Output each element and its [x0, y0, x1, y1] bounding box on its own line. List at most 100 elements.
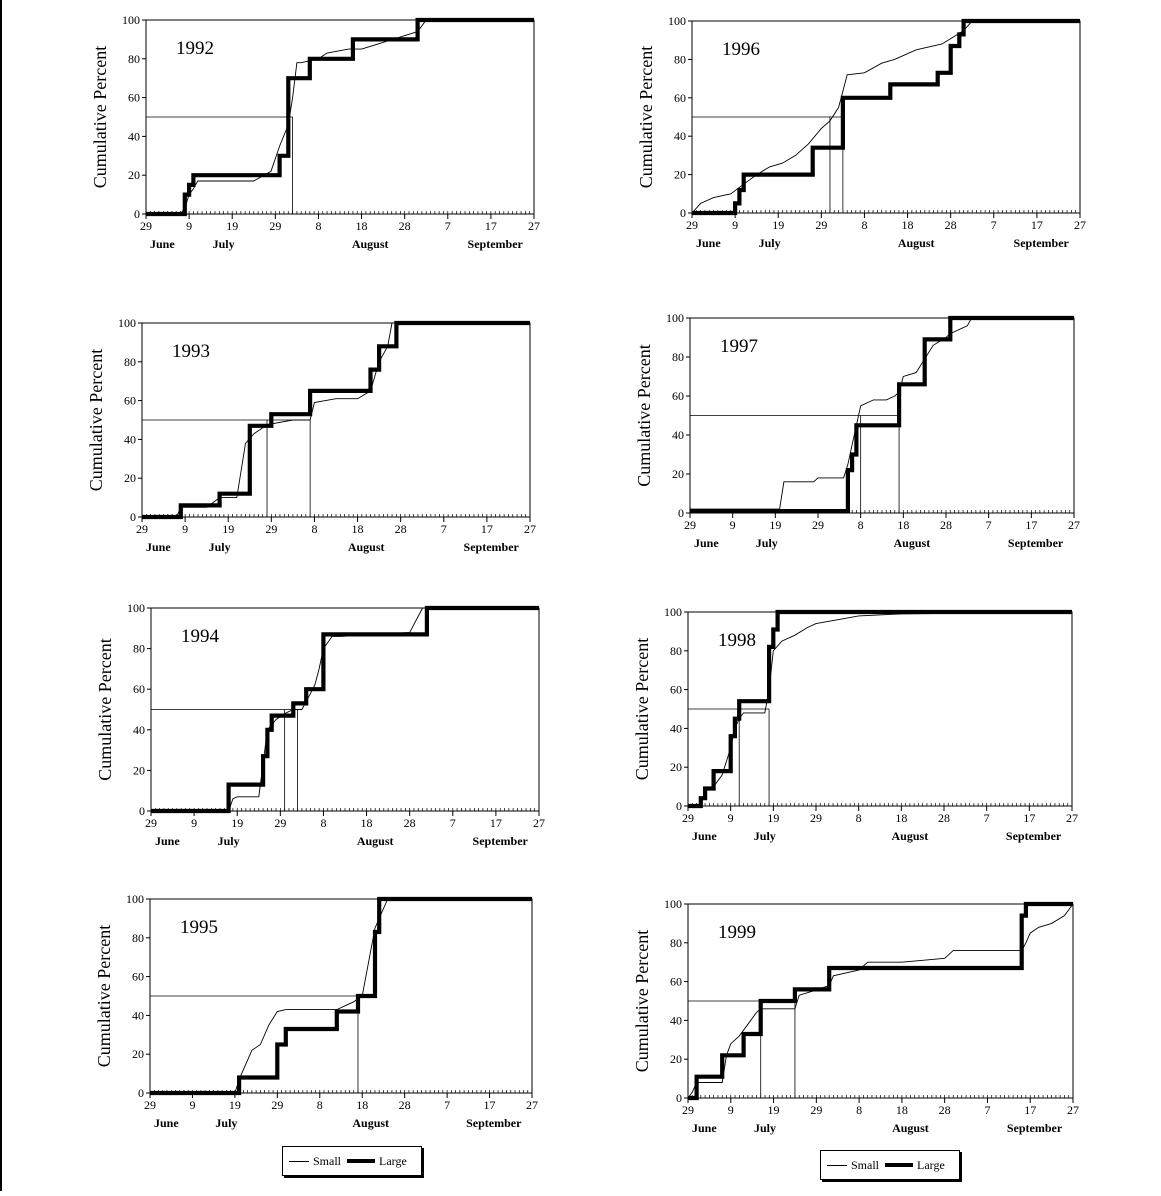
- x-tick-label: 9: [186, 219, 192, 233]
- y-axis-title: Cumulative Percent: [86, 349, 106, 491]
- x-tick-label: 28: [945, 218, 957, 232]
- x-tick-label: 9: [728, 811, 734, 825]
- legend-small-swatch: [827, 1164, 847, 1166]
- x-tick-label: 7: [984, 811, 990, 825]
- figure-left-border: [0, 0, 2, 1191]
- x-tick-label: 29: [682, 1103, 694, 1117]
- month-label: August: [357, 834, 394, 848]
- year-label: 1997: [720, 336, 758, 357]
- month-label: June: [146, 540, 171, 554]
- month-label: June: [155, 834, 180, 848]
- x-tick-label: 29: [682, 811, 694, 825]
- x-tick-label: 29: [810, 1103, 822, 1117]
- month-label: July: [209, 540, 231, 554]
- y-tick-label: 80: [132, 931, 144, 945]
- chart-panel-1993: 0 20 40 60 80 100 29 9 19 29 8 18 28 7 17 27 June July Aug…: [86, 316, 536, 554]
- x-tick-label: 28: [404, 816, 416, 830]
- x-tick-label: 28: [399, 219, 411, 233]
- x-tick-label: 28: [939, 1103, 951, 1117]
- x-tick-label: 17: [490, 816, 502, 830]
- y-tick-label: 0: [680, 206, 686, 220]
- legend-small-swatch: [289, 1160, 309, 1162]
- x-tick-label: 19: [769, 518, 781, 532]
- y-tick-label: 0: [678, 506, 684, 520]
- x-tick-label: 27: [524, 522, 536, 536]
- x-tick-label: 7: [986, 518, 992, 532]
- y-tick-label: 80: [672, 350, 684, 364]
- series-large-line: [146, 17, 534, 217]
- y-tick-label: 0: [676, 1091, 682, 1105]
- year-label: 1995: [180, 917, 218, 938]
- chart-panel-1998: 0 20 40 60 80 100 29 9 19 29 8 18 28 7 17 27 June July Aug…: [632, 605, 1078, 843]
- x-tick-label: 8: [858, 518, 864, 532]
- y-tick-label: 20: [128, 168, 140, 182]
- year-label: 1992: [176, 38, 214, 59]
- y-axis-title: Cumulative Percent: [632, 930, 652, 1072]
- y-tick-label: 100: [122, 13, 140, 27]
- year-label: 1993: [172, 341, 210, 362]
- x-tick-label: 29: [812, 518, 824, 532]
- y-tick-label: 80: [670, 936, 682, 950]
- month-label: August: [348, 540, 385, 554]
- x-tick-label: 27: [1068, 518, 1080, 532]
- series-large-line: [142, 320, 530, 520]
- series-large-line: [688, 901, 1073, 1101]
- month-label: August: [352, 237, 389, 251]
- y-tick-label: 0: [676, 799, 682, 813]
- y-tick-label: 40: [133, 723, 145, 737]
- x-tick-label: 9: [182, 522, 188, 536]
- month-label: September: [1006, 829, 1062, 843]
- y-tick-label: 60: [670, 683, 682, 697]
- legend-large-swatch: [347, 1159, 376, 1163]
- month-label: July: [213, 237, 235, 251]
- chart-panel-1995: 0 20 40 60 80 100 29 9 19 29 8 18 28 7 17 27 June July Aug…: [94, 892, 538, 1130]
- month-label: June: [692, 1121, 717, 1135]
- y-axis-title: Cumulative Percent: [636, 46, 656, 188]
- chart-panel-1996: 0 20 40 60 80 100 29 9 19 29 8 18 28 7 17 27 June July Aug…: [636, 14, 1086, 250]
- y-axis-title: Cumulative Percent: [95, 638, 115, 780]
- x-tick-label: 28: [940, 518, 952, 532]
- y-tick-label: 20: [672, 467, 684, 481]
- y-tick-label: 100: [666, 311, 684, 325]
- x-tick-label: 29: [269, 219, 281, 233]
- y-tick-label: 80: [674, 52, 686, 66]
- x-tick-label: 17: [1031, 218, 1043, 232]
- month-label: July: [754, 1121, 776, 1135]
- x-tick-label: 18: [356, 219, 368, 233]
- x-tick-label: 27: [1067, 1103, 1079, 1117]
- x-tick-label: 18: [902, 218, 914, 232]
- year-label: 1998: [718, 630, 756, 651]
- x-tick-label: 9: [728, 1103, 734, 1117]
- x-tick-label: 18: [352, 522, 364, 536]
- x-tick-label: 29: [265, 522, 277, 536]
- x-tick-label: 9: [730, 518, 736, 532]
- month-label: September: [1008, 536, 1064, 550]
- month-label: August: [352, 1116, 389, 1130]
- x-tick-label: 27: [533, 816, 545, 830]
- x-tick-label: 7: [991, 218, 997, 232]
- month-label: September: [468, 237, 524, 251]
- x-tick-label: 9: [732, 218, 738, 232]
- month-label: September: [1007, 1121, 1063, 1135]
- x-tick-label: 17: [481, 522, 493, 536]
- month-label: June: [154, 1116, 179, 1130]
- series-small-line: [150, 898, 532, 1094]
- x-tick-label: 19: [229, 1098, 241, 1112]
- x-tick-label: 29: [815, 218, 827, 232]
- x-tick-label: 7: [450, 816, 456, 830]
- y-tick-label: 40: [670, 1013, 682, 1027]
- x-tick-label: 18: [356, 1098, 368, 1112]
- y-tick-label: 100: [127, 601, 145, 615]
- y-tick-label: 0: [139, 804, 145, 818]
- month-label: June: [150, 237, 175, 251]
- x-tick-label: 19: [768, 1103, 780, 1117]
- year-label: 1996: [722, 39, 760, 60]
- x-tick-label: 27: [526, 1098, 538, 1112]
- y-tick-label: 80: [133, 642, 145, 656]
- month-label: August: [892, 829, 929, 843]
- y-tick-label: 20: [132, 1047, 144, 1061]
- y-tick-label: 60: [133, 682, 145, 696]
- month-label: August: [898, 236, 935, 250]
- chart-panel-1994: 0 20 40 60 80 100 29 9 19 29 8 18 28 7 17 27 June July Aug…: [95, 601, 545, 848]
